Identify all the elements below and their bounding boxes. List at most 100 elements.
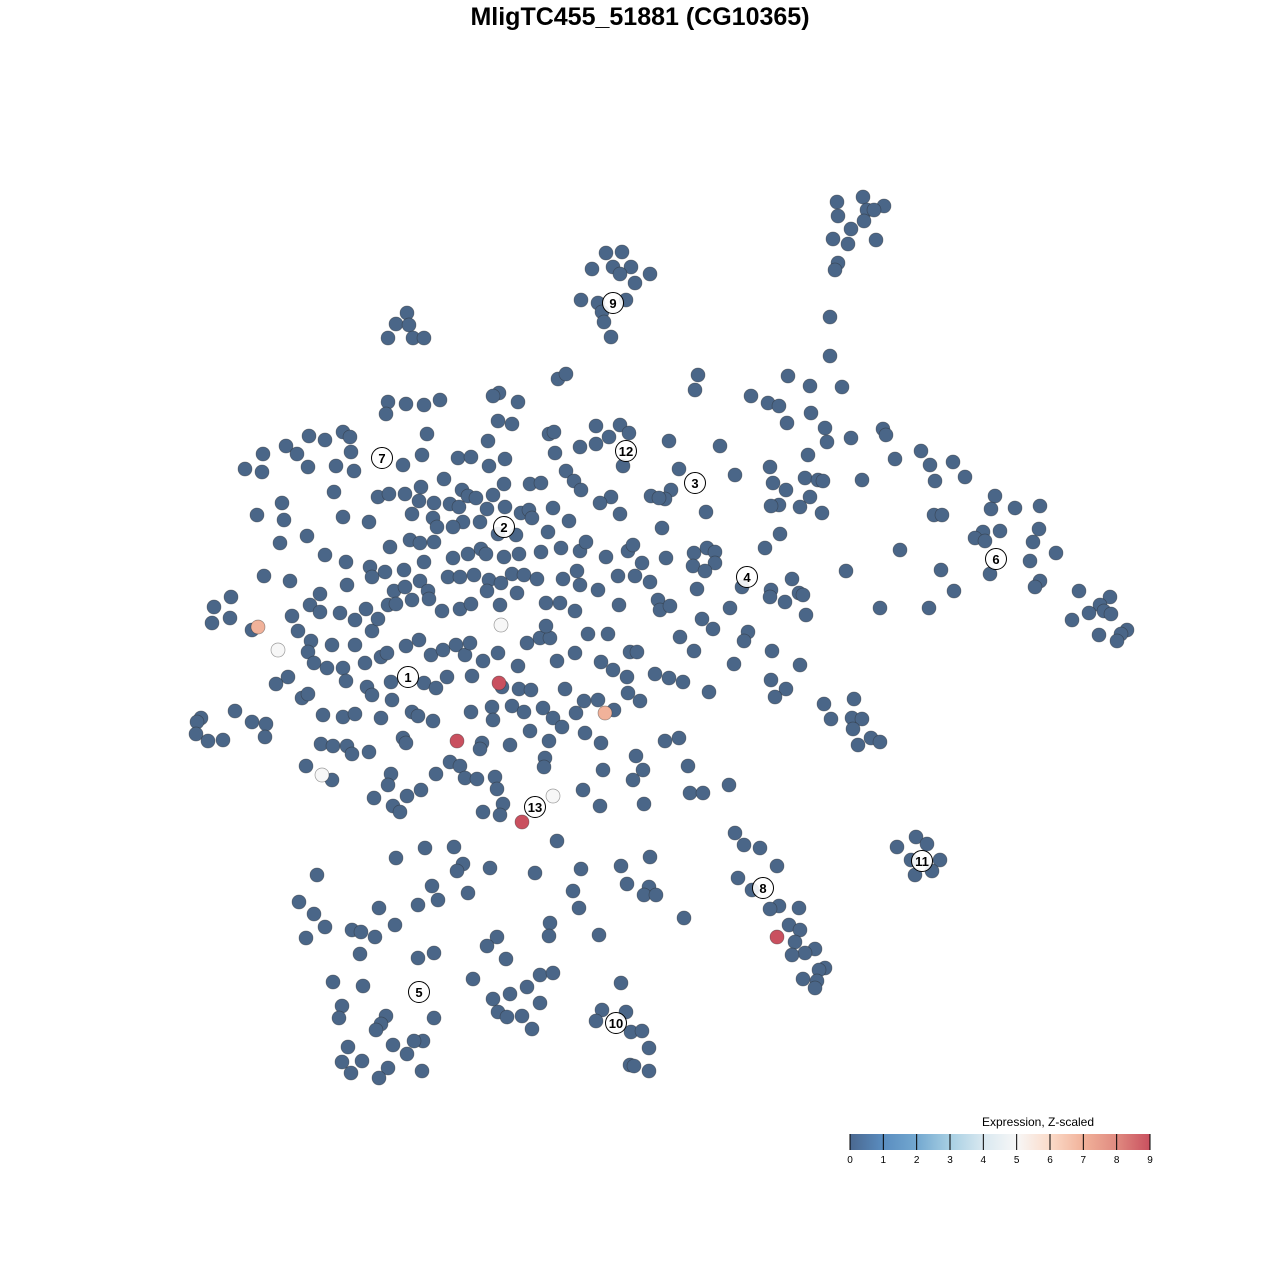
data-point bbox=[983, 501, 999, 517]
data-point bbox=[469, 771, 485, 787]
data-point bbox=[769, 929, 785, 945]
data-point bbox=[628, 748, 644, 764]
data-point bbox=[475, 653, 491, 669]
data-point bbox=[412, 535, 428, 551]
data-point bbox=[332, 605, 348, 621]
data-point bbox=[992, 523, 1008, 539]
data-point bbox=[792, 922, 808, 938]
data-point bbox=[366, 790, 382, 806]
data-point bbox=[490, 645, 506, 661]
data-point bbox=[395, 457, 411, 473]
data-point bbox=[878, 427, 894, 443]
data-point bbox=[610, 568, 626, 584]
cluster-label: 5 bbox=[408, 981, 430, 1003]
data-point bbox=[396, 562, 412, 578]
data-point bbox=[463, 704, 479, 720]
data-point bbox=[465, 971, 481, 987]
data-point bbox=[414, 1063, 430, 1079]
data-point bbox=[502, 986, 518, 1002]
cluster-label-badge bbox=[408, 981, 430, 1003]
data-point bbox=[358, 601, 374, 617]
data-point bbox=[381, 486, 397, 502]
data-point bbox=[658, 550, 674, 566]
data-point bbox=[614, 244, 630, 260]
data-point bbox=[290, 623, 306, 639]
data-point bbox=[642, 266, 658, 282]
data-point bbox=[387, 917, 403, 933]
data-point bbox=[338, 673, 354, 689]
data-point bbox=[834, 379, 850, 395]
data-point bbox=[489, 929, 505, 945]
data-point bbox=[627, 275, 643, 291]
data-point bbox=[590, 582, 606, 598]
data-point bbox=[497, 499, 513, 515]
data-point bbox=[591, 927, 607, 943]
data-point bbox=[636, 796, 652, 812]
cluster-label-badge bbox=[752, 877, 774, 899]
cluster-label: 3 bbox=[684, 472, 706, 494]
data-point bbox=[354, 1053, 370, 1069]
data-point bbox=[1007, 500, 1023, 516]
data-point bbox=[326, 484, 342, 500]
data-point bbox=[413, 479, 429, 495]
cluster-label-text: 11 bbox=[915, 854, 929, 869]
data-point bbox=[302, 597, 318, 613]
data-point bbox=[913, 443, 929, 459]
data-point bbox=[280, 669, 296, 685]
data-point bbox=[380, 330, 396, 346]
data-point bbox=[829, 194, 845, 210]
data-point bbox=[490, 413, 506, 429]
data-point bbox=[686, 545, 702, 561]
data-point bbox=[855, 189, 871, 205]
legend-tick-label: 6 bbox=[1047, 1155, 1053, 1166]
data-point bbox=[647, 666, 663, 682]
data-point bbox=[484, 699, 500, 715]
data-point bbox=[398, 638, 414, 654]
data-point bbox=[843, 221, 859, 237]
data-point bbox=[485, 712, 501, 728]
data-point bbox=[493, 575, 509, 591]
data-point bbox=[612, 266, 628, 282]
data-point bbox=[258, 716, 274, 732]
data-point bbox=[428, 680, 444, 696]
data-point bbox=[496, 476, 512, 492]
cluster-label-badge bbox=[602, 292, 624, 314]
data-point bbox=[698, 504, 714, 520]
data-point bbox=[672, 629, 688, 645]
data-point bbox=[510, 394, 526, 410]
data-point bbox=[532, 995, 548, 1011]
data-point bbox=[468, 490, 484, 506]
data-point bbox=[492, 597, 508, 613]
data-point bbox=[380, 394, 396, 410]
data-point bbox=[401, 317, 417, 333]
data-point bbox=[432, 392, 448, 408]
data-point bbox=[846, 691, 862, 707]
data-point bbox=[300, 644, 316, 660]
data-point bbox=[378, 406, 394, 422]
data-point bbox=[626, 1058, 642, 1074]
data-point bbox=[385, 1037, 401, 1053]
data-point bbox=[398, 735, 414, 751]
data-point bbox=[499, 1009, 515, 1025]
data-point bbox=[399, 788, 415, 804]
cluster-label-text: 10 bbox=[609, 1016, 623, 1031]
data-point bbox=[523, 682, 539, 698]
data-point bbox=[514, 1008, 530, 1024]
data-point bbox=[254, 464, 270, 480]
data-point bbox=[690, 367, 706, 383]
data-point bbox=[726, 656, 742, 672]
data-point bbox=[707, 555, 723, 571]
cluster-label-text: 1 bbox=[404, 670, 411, 685]
data-point bbox=[621, 425, 637, 441]
cluster-label-text: 13 bbox=[528, 800, 542, 815]
data-point bbox=[661, 670, 677, 686]
data-point bbox=[519, 979, 535, 995]
data-point bbox=[872, 734, 888, 750]
data-point bbox=[784, 947, 800, 963]
data-point bbox=[410, 897, 426, 913]
data-point bbox=[629, 644, 645, 660]
data-point bbox=[489, 781, 505, 797]
data-point bbox=[765, 475, 781, 491]
data-point bbox=[705, 621, 721, 637]
data-point bbox=[685, 558, 701, 574]
